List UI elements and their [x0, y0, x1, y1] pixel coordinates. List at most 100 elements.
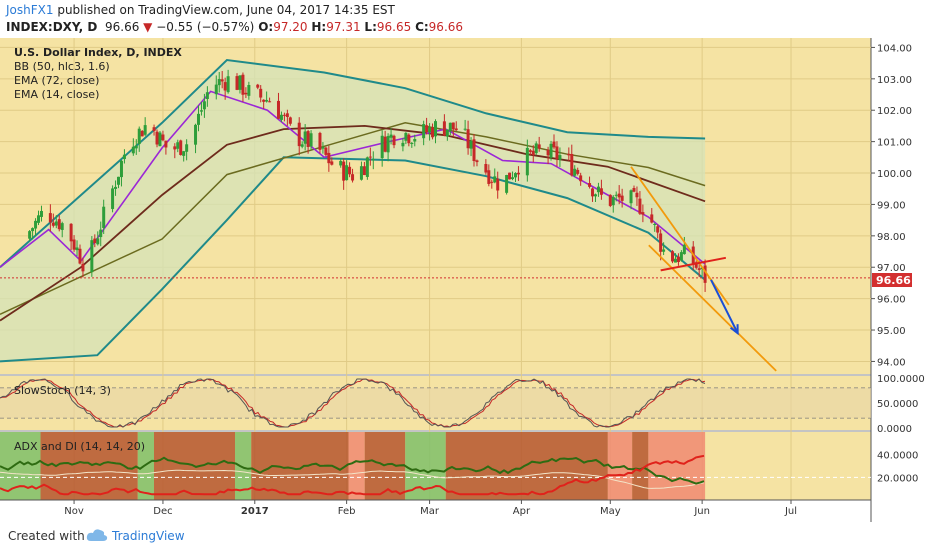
- candles: [28, 69, 707, 292]
- last-price-tag-text: 96.66: [876, 274, 911, 287]
- candle-body: [484, 164, 488, 173]
- candle-body: [78, 248, 82, 264]
- candle-body: [152, 127, 156, 131]
- candle-body: [194, 124, 198, 145]
- candle-body: [380, 135, 384, 159]
- candle-body: [137, 128, 141, 145]
- candle-body: [490, 181, 494, 183]
- candle-body: [60, 223, 64, 230]
- down-arrow-icon: [710, 279, 739, 334]
- ema72-line: [0, 124, 706, 322]
- candle-body: [54, 221, 58, 226]
- stoch-tick-label: 0.0000: [877, 424, 912, 435]
- candle-body: [31, 228, 35, 232]
- candle-body: [549, 143, 553, 158]
- candle-body: [158, 132, 162, 147]
- adx-legend: ADX and DI (14, 14, 20): [14, 440, 145, 453]
- candle-body: [57, 219, 61, 230]
- low-value: 96.65: [376, 20, 412, 34]
- price-tick-label: 94.00: [877, 357, 906, 368]
- candle-body: [679, 252, 683, 261]
- candle-body: [309, 133, 313, 147]
- candle-body: [362, 166, 366, 176]
- candle-body: [34, 220, 38, 229]
- candle-body: [348, 166, 352, 175]
- drawings[interactable]: [630, 166, 777, 372]
- candle-body: [238, 75, 242, 90]
- adx-zone: [137, 432, 154, 500]
- candle-body: [262, 99, 266, 102]
- candle-body: [303, 131, 307, 144]
- candle-body: [179, 140, 183, 155]
- tradingview-brand[interactable]: TradingView: [112, 529, 185, 543]
- candle-body: [300, 144, 304, 147]
- adx-line: [0, 469, 705, 489]
- candle-body: [345, 165, 349, 181]
- candle-body: [339, 160, 343, 166]
- adx-zone: [348, 432, 365, 500]
- adx-lines: [0, 454, 871, 496]
- candle-body: [155, 131, 159, 145]
- candle-body: [555, 146, 559, 159]
- candle-body: [306, 131, 310, 147]
- price-axis-labels: 104.00 103.00 102.00 101.00 100.00 99.00 98.00…: [871, 43, 925, 484]
- candle-body: [682, 244, 686, 255]
- candle-body: [410, 142, 414, 145]
- candle-body: [330, 161, 334, 165]
- candle-body: [552, 141, 556, 148]
- candle-body: [697, 268, 701, 270]
- candle-body: [386, 136, 390, 153]
- candle-body: [119, 160, 123, 178]
- time-tick-label: May: [600, 506, 621, 517]
- legend-bb: BB (50, hlc3, 1.6): [14, 60, 110, 73]
- candle-body: [591, 188, 595, 197]
- candle-body: [223, 82, 227, 91]
- candle-body: [39, 210, 43, 217]
- candle-body: [431, 127, 435, 138]
- candle-body: [451, 122, 455, 130]
- price-tick-label: 102.00: [877, 106, 912, 117]
- candle-body: [143, 125, 147, 135]
- candle-body: [629, 190, 633, 204]
- arrow-head-icon: [729, 324, 739, 336]
- candle-body: [265, 99, 269, 102]
- candle-body: [673, 258, 677, 263]
- candle-body: [282, 114, 286, 116]
- candle-body: [567, 153, 571, 156]
- candle-body: [297, 122, 301, 147]
- chart-area[interactable]: 104.00 103.00 102.00 101.00 100.00 99.00 98.00…: [0, 38, 932, 522]
- price-tick-label: 98.00: [877, 232, 906, 243]
- candle-body: [268, 101, 272, 103]
- stoch-k-line: [0, 378, 706, 428]
- candle-body: [505, 175, 509, 193]
- candle-body: [276, 100, 280, 119]
- candle-body: [256, 84, 260, 88]
- price-tick-label: 101.00: [877, 138, 912, 149]
- candle-body: [656, 226, 660, 233]
- candle-body: [368, 156, 372, 158]
- candle-body: [288, 117, 292, 124]
- candle-body: [102, 206, 106, 228]
- candle-body: [442, 121, 446, 136]
- candle-body: [99, 229, 103, 238]
- candle-body: [650, 214, 654, 223]
- candle-body: [134, 145, 138, 149]
- candle-body: [342, 161, 346, 181]
- candle-body: [122, 154, 126, 160]
- candle-body: [131, 146, 135, 154]
- candle-body: [576, 169, 580, 174]
- candle-body: [558, 155, 562, 160]
- author-link[interactable]: JoshFX1: [6, 3, 54, 17]
- candle-body: [90, 240, 94, 273]
- candle-body: [475, 160, 479, 163]
- candle-body: [694, 262, 698, 268]
- price-tick-label: 99.00: [877, 200, 906, 211]
- price-tick-label: 103.00: [877, 75, 912, 86]
- stoch-tick-label: 100.0000: [877, 374, 925, 385]
- time-tick-label: Dec: [153, 506, 172, 517]
- stoch-band: [0, 388, 871, 418]
- candle-body: [140, 130, 144, 137]
- candle-body: [196, 113, 200, 125]
- candle-body: [321, 147, 325, 149]
- last-price-tag: [872, 273, 912, 287]
